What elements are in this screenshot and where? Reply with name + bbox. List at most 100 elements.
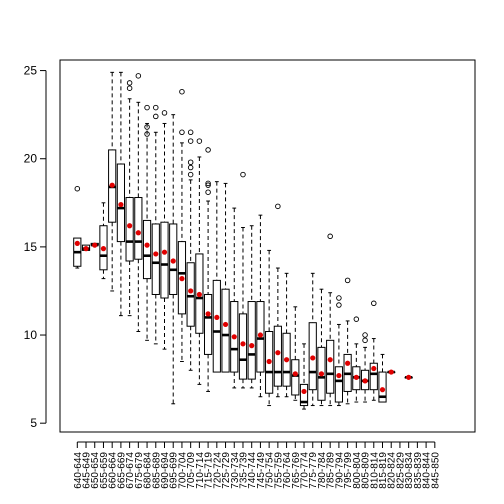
box-group [343, 277, 352, 405]
x-tick-label: 810-814 [369, 452, 380, 489]
x-tick-label: 825-829 [395, 452, 406, 489]
x-tick-label: 645-649 [82, 452, 93, 489]
mean-point [310, 355, 316, 361]
x-tick-label: 660-664 [108, 452, 119, 489]
x-tick-label: 835-839 [413, 452, 424, 489]
box-group [299, 343, 309, 410]
box-iqr [212, 279, 221, 373]
mean-point [92, 242, 98, 248]
mean-point [292, 371, 298, 377]
box-iqr [142, 219, 152, 280]
x-tick-label: 830-834 [404, 452, 415, 489]
mean-point [257, 332, 264, 338]
outlier-point [240, 171, 246, 178]
y-tick-label: 10 [24, 328, 38, 342]
mean-point [188, 288, 194, 294]
outlier-point [362, 332, 368, 338]
mean-point [362, 378, 368, 384]
box-iqr [134, 197, 143, 260]
x-tick-label: 770-774 [300, 452, 311, 489]
mean-point [205, 311, 211, 317]
mean-point [336, 372, 342, 379]
box-group [177, 88, 187, 362]
mean-point [100, 246, 107, 252]
mean-point [179, 276, 185, 282]
x-tick-label: 815-819 [378, 452, 389, 489]
mean-point [240, 341, 246, 347]
mean-point [153, 251, 159, 257]
x-tick-label: 670-674 [125, 452, 136, 489]
mean-point [371, 365, 377, 372]
outlier-point [153, 113, 159, 120]
y-tick-label: 15 [24, 240, 38, 254]
box-group [99, 202, 108, 280]
outlier-point [336, 302, 342, 308]
x-tick-label: 740-744 [247, 452, 258, 489]
box-group [369, 300, 378, 401]
outlier-point [344, 277, 351, 284]
box-group [212, 181, 221, 373]
outlier-point [74, 185, 81, 192]
box-group [326, 233, 335, 407]
outlier-point [187, 129, 194, 136]
x-tick-label: 725-729 [221, 452, 232, 489]
x-tick-label: 720-724 [212, 452, 223, 489]
x-tick-label: 840-844 [422, 452, 433, 489]
mean-point [83, 246, 89, 252]
x-tick-label: 820-824 [387, 452, 398, 489]
box-iqr [221, 288, 230, 373]
mean-point [109, 182, 115, 188]
x-tick-label: 785-789 [326, 452, 337, 489]
mean-point [379, 387, 386, 393]
box-iqr [299, 383, 309, 407]
box-group [169, 114, 178, 405]
box-group [317, 288, 326, 407]
x-tick-label: 735-739 [238, 452, 249, 489]
x-tick-label: 710-714 [195, 452, 206, 489]
outlier-point [179, 129, 185, 136]
box-group [195, 138, 204, 385]
box-iqr [238, 313, 248, 380]
mean-point [249, 343, 255, 349]
x-tick-label: 775-779 [308, 452, 319, 489]
box-iqr [378, 371, 387, 403]
box-group [334, 295, 343, 407]
outlier-point [187, 159, 194, 166]
outlier-point [205, 189, 211, 195]
box-iqr [125, 197, 134, 262]
x-tick-label: 640-644 [73, 452, 84, 489]
mean-point [170, 258, 176, 264]
mean-point [301, 388, 307, 395]
box-group [186, 129, 195, 371]
box-group [204, 147, 213, 392]
mean-point [406, 374, 412, 380]
box-iqr [247, 301, 256, 380]
y-tick-label: 20 [24, 152, 38, 166]
mean-point [222, 321, 229, 328]
box-group [282, 272, 291, 398]
plot-frame [59, 59, 476, 433]
box-iqr [326, 339, 335, 394]
box-group [238, 171, 248, 389]
mean-point [327, 357, 333, 363]
box-iqr [291, 359, 300, 396]
outlier-point [187, 171, 194, 178]
x-tick-label: 755-759 [273, 452, 284, 489]
outlier-point [126, 85, 133, 91]
x-tick-label: 675-679 [134, 452, 145, 489]
x-tick-label: 655-659 [99, 452, 110, 489]
x-tick-label: 680-684 [143, 452, 154, 489]
outlier-point [336, 295, 342, 301]
box-iqr [334, 366, 343, 403]
x-tick-label: 745-749 [256, 452, 267, 489]
mean-point [275, 350, 281, 356]
x-tick-label: 700-704 [177, 452, 188, 489]
x-axis: 640-644645-649650-654655-659660-664665-6… [73, 441, 441, 489]
mean-point [283, 357, 290, 363]
box-iqr [160, 221, 169, 299]
y-tick-label: 5 [30, 416, 37, 430]
box-group [221, 182, 230, 373]
box-iqr [204, 293, 213, 355]
outlier-point [205, 147, 211, 153]
